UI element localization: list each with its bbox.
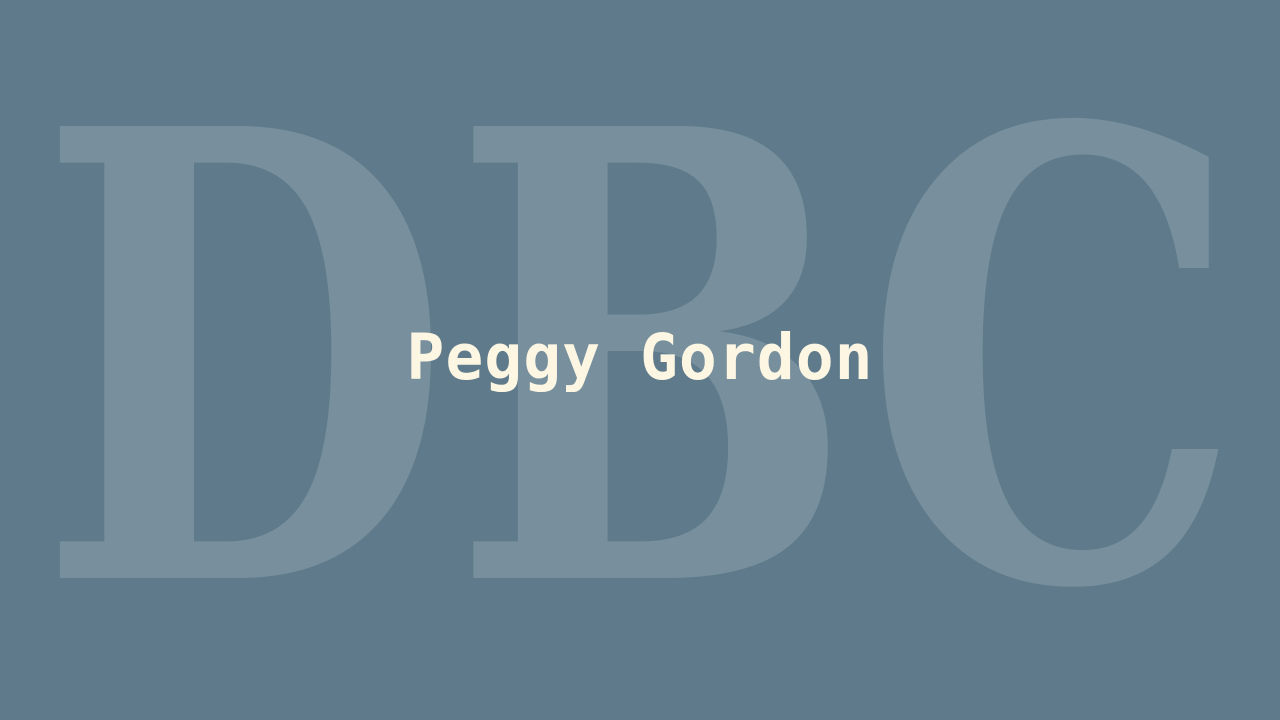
track-title: Peggy Gordon	[406, 321, 874, 394]
watermark-text: DBC	[38, 0, 1243, 720]
